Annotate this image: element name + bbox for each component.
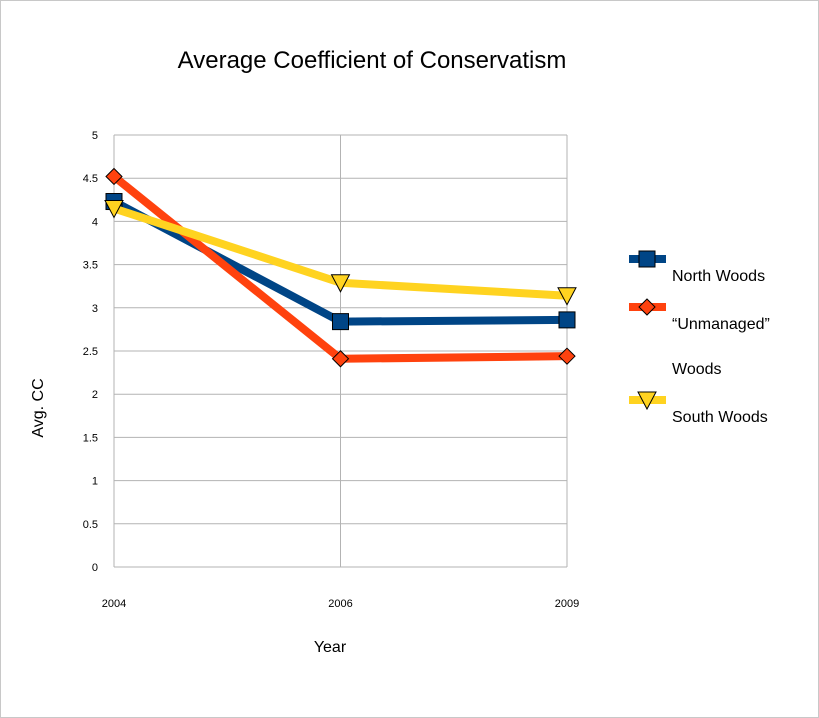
- legend-marker: [638, 298, 656, 316]
- legend-label: South Woods: [672, 409, 768, 426]
- y-tick-label: 2: [92, 389, 98, 401]
- legend-entry: “Unmanaged” Woods: [629, 298, 770, 378]
- y-tick-label: 5: [92, 130, 98, 142]
- data-point-marker: [558, 347, 576, 365]
- x-tick-labels: 2004 2006 2009: [102, 598, 579, 610]
- data-point-marker: [330, 274, 351, 293]
- y-axis-label: Avg. CC: [30, 378, 47, 437]
- y-tick-label: 0: [92, 562, 98, 574]
- y-tick-label: 2.5: [83, 346, 98, 358]
- legend-label: “Unmanaged”: [672, 316, 770, 333]
- data-point-marker: [104, 199, 124, 219]
- y-tick-label: 1: [92, 476, 98, 488]
- x-tick-label: 2004: [102, 598, 126, 610]
- x-tick-label: 2006: [328, 598, 352, 610]
- legend-marker: [637, 391, 657, 411]
- legend-label: Woods: [672, 361, 722, 378]
- data-series: [104, 167, 577, 368]
- chart-title: Average Coefficient of Conservatism: [178, 47, 567, 74]
- data-point-marker: [331, 350, 350, 368]
- y-tick-label: 4: [92, 216, 98, 228]
- y-tick-label: 3.5: [83, 260, 98, 272]
- data-point-marker: [105, 167, 123, 186]
- data-point-marker: [558, 311, 576, 329]
- legend-label: North Woods: [672, 268, 765, 285]
- data-point-marker: [557, 287, 577, 306]
- y-tick-label: 3: [92, 303, 98, 315]
- y-tick-labels: 0 0.5 1 1.5 2 2.5 3 3.5 4 4.5 5: [83, 130, 98, 574]
- legend-marker: [638, 250, 656, 268]
- data-point-marker: [332, 313, 349, 331]
- y-tick-label: 4.5: [83, 173, 98, 185]
- x-axis-label: Year: [314, 639, 347, 656]
- series-group: [104, 199, 577, 306]
- y-tick-label: 0.5: [83, 519, 98, 531]
- y-tick-label: 1.5: [83, 432, 98, 444]
- x-tick-label: 2009: [555, 598, 579, 610]
- legend: North Woods “Unmanaged” Woods South Woods: [629, 250, 770, 426]
- legend-entry: South Woods: [629, 391, 768, 426]
- legend-entry: North Woods: [629, 250, 765, 285]
